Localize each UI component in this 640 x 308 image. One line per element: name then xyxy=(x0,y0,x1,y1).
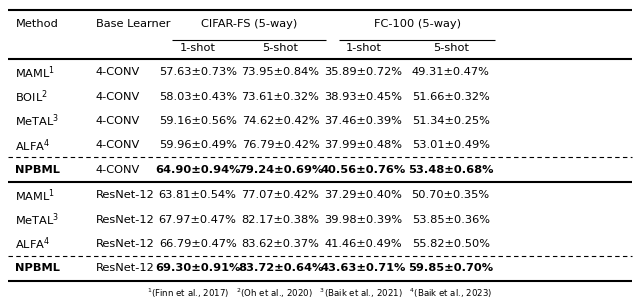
Text: Base Learner: Base Learner xyxy=(96,19,170,29)
Text: MeTAL$^3$: MeTAL$^3$ xyxy=(15,211,60,228)
Text: $^1$(Finn et al., 2017)   $^2$(Oh et al., 2020)   $^3$(Baik et al., 2021)   $^4$: $^1$(Finn et al., 2017) $^2$(Oh et al., … xyxy=(147,287,493,301)
Text: 59.96±0.49%: 59.96±0.49% xyxy=(159,140,237,150)
Text: 4-CONV: 4-CONV xyxy=(96,91,140,102)
Text: 43.63±0.71%: 43.63±0.71% xyxy=(321,263,406,274)
Text: 79.24±0.69%: 79.24±0.69% xyxy=(238,165,323,175)
Text: 40.56±0.76%: 40.56±0.76% xyxy=(321,165,406,175)
Text: 4-CONV: 4-CONV xyxy=(96,116,140,126)
Text: 53.01±0.49%: 53.01±0.49% xyxy=(412,140,490,150)
Text: 1-shot: 1-shot xyxy=(180,43,216,53)
Text: 37.46±0.39%: 37.46±0.39% xyxy=(324,116,403,126)
Text: 5-shot: 5-shot xyxy=(433,43,468,53)
Text: 63.81±0.54%: 63.81±0.54% xyxy=(159,190,237,200)
Text: MAML$^1$: MAML$^1$ xyxy=(15,64,56,80)
Text: 82.17±0.38%: 82.17±0.38% xyxy=(241,215,319,225)
Text: 38.93±0.45%: 38.93±0.45% xyxy=(324,91,403,102)
Text: 83.62±0.37%: 83.62±0.37% xyxy=(241,239,319,249)
Text: 55.82±0.50%: 55.82±0.50% xyxy=(412,239,490,249)
Text: 51.34±0.25%: 51.34±0.25% xyxy=(412,116,490,126)
Text: 57.63±0.73%: 57.63±0.73% xyxy=(159,67,237,77)
Text: 66.79±0.47%: 66.79±0.47% xyxy=(159,239,237,249)
Text: 49.31±0.47%: 49.31±0.47% xyxy=(412,67,490,77)
Text: 59.16±0.56%: 59.16±0.56% xyxy=(159,116,237,126)
Text: 59.85±0.70%: 59.85±0.70% xyxy=(408,263,493,274)
Text: 4-CONV: 4-CONV xyxy=(96,140,140,150)
Text: 39.98±0.39%: 39.98±0.39% xyxy=(324,215,403,225)
Text: 37.29±0.40%: 37.29±0.40% xyxy=(324,190,403,200)
Text: MeTAL$^3$: MeTAL$^3$ xyxy=(15,113,60,129)
Text: ResNet-12: ResNet-12 xyxy=(96,190,154,200)
Text: 83.72±0.64%: 83.72±0.64% xyxy=(238,263,323,274)
Text: 69.30±0.91%: 69.30±0.91% xyxy=(155,263,241,274)
Text: 77.07±0.42%: 77.07±0.42% xyxy=(241,190,319,200)
Text: MAML$^1$: MAML$^1$ xyxy=(15,187,56,204)
Text: 58.03±0.43%: 58.03±0.43% xyxy=(159,91,237,102)
Text: 76.79±0.42%: 76.79±0.42% xyxy=(242,140,319,150)
Text: 74.62±0.42%: 74.62±0.42% xyxy=(242,116,319,126)
Text: 1-shot: 1-shot xyxy=(346,43,381,53)
Text: NPBML: NPBML xyxy=(15,165,60,175)
Text: 35.89±0.72%: 35.89±0.72% xyxy=(324,67,403,77)
Text: ResNet-12: ResNet-12 xyxy=(96,263,154,274)
Text: BOIL$^2$: BOIL$^2$ xyxy=(15,88,48,105)
Text: 41.46±0.49%: 41.46±0.49% xyxy=(324,239,402,249)
Text: 5-shot: 5-shot xyxy=(262,43,298,53)
Text: ResNet-12: ResNet-12 xyxy=(96,215,154,225)
Text: 73.95±0.84%: 73.95±0.84% xyxy=(241,67,319,77)
Text: 67.97±0.47%: 67.97±0.47% xyxy=(159,215,237,225)
Text: 53.85±0.36%: 53.85±0.36% xyxy=(412,215,490,225)
Text: 4-CONV: 4-CONV xyxy=(96,165,140,175)
Text: 51.66±0.32%: 51.66±0.32% xyxy=(412,91,490,102)
Text: ResNet-12: ResNet-12 xyxy=(96,239,154,249)
Text: 53.48±0.68%: 53.48±0.68% xyxy=(408,165,493,175)
Text: 64.90±0.94%: 64.90±0.94% xyxy=(155,165,241,175)
Text: Method: Method xyxy=(15,19,58,29)
Text: ALFA$^4$: ALFA$^4$ xyxy=(15,236,51,252)
Text: NPBML: NPBML xyxy=(15,263,60,274)
Text: 4-CONV: 4-CONV xyxy=(96,67,140,77)
Text: 73.61±0.32%: 73.61±0.32% xyxy=(241,91,319,102)
Text: 37.99±0.48%: 37.99±0.48% xyxy=(324,140,403,150)
Text: ALFA$^4$: ALFA$^4$ xyxy=(15,137,51,154)
Text: CIFAR-FS (5-way): CIFAR-FS (5-way) xyxy=(201,19,298,29)
Text: 50.70±0.35%: 50.70±0.35% xyxy=(412,190,490,200)
Text: FC-100 (5-way): FC-100 (5-way) xyxy=(374,19,461,29)
